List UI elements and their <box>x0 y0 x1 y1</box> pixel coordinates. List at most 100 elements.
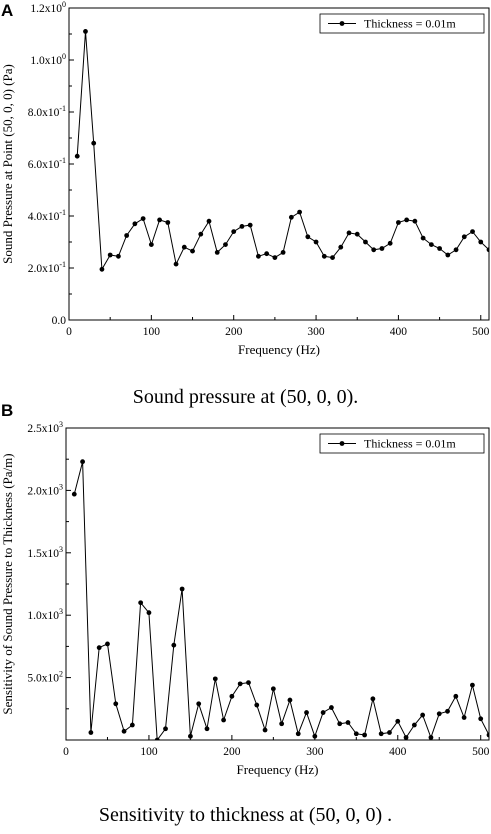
data-point <box>264 251 270 257</box>
caption-b-text: Sensitivity to thickness at <box>98 804 309 826</box>
data-point <box>173 261 179 267</box>
legend-marker <box>339 441 345 446</box>
data-point <box>345 720 351 725</box>
data-point <box>154 737 160 740</box>
y-tick-mantissa: 2.0x10 <box>28 263 60 275</box>
data-point <box>461 715 467 720</box>
data-point <box>411 722 417 728</box>
caption-a-math: (50, 0, 0). <box>279 386 359 408</box>
data-point <box>80 459 85 465</box>
y-tick-label: 1.5x103 <box>27 545 63 560</box>
data-point <box>105 641 110 647</box>
x-axis-title: Frequency (Hz) <box>237 762 319 777</box>
data-point <box>116 253 121 259</box>
y-tick-label: 8.0x10-1 <box>28 104 66 119</box>
data-point <box>262 727 268 733</box>
data-point <box>171 642 177 648</box>
data-point <box>163 726 168 732</box>
data-point <box>196 701 202 707</box>
data-point <box>71 491 77 497</box>
x-tick-label: 100 <box>143 326 161 338</box>
y-tick-mantissa: 1.0x10 <box>27 610 59 622</box>
x-tick-label: 300 <box>306 746 324 758</box>
data-point <box>132 221 138 227</box>
plot-frame <box>68 7 490 321</box>
x-tick-label: 0 <box>63 746 69 758</box>
data-point <box>148 242 154 248</box>
data-point <box>453 247 459 253</box>
y-tick-label: 2.0x10-1 <box>28 260 66 275</box>
data-point <box>363 239 368 245</box>
data-point <box>486 247 489 253</box>
data-point <box>428 242 434 248</box>
data-point <box>99 266 105 272</box>
y-tick-label: 1.2x100 <box>30 0 66 15</box>
data-point <box>254 702 260 708</box>
data-point <box>279 721 285 727</box>
y-tick-exponent: 2 <box>59 670 63 679</box>
data-point <box>379 246 385 251</box>
caption-a: Sound pressure at (50, 0, 0). <box>0 386 491 409</box>
data-point <box>338 244 344 250</box>
x-tick-label: 500 <box>472 326 490 338</box>
data-point <box>403 735 409 740</box>
y-tick-exponent: 0 <box>62 52 66 61</box>
legend-box <box>319 433 485 454</box>
data-point <box>420 235 426 241</box>
caption-a-text: Sound pressure at <box>132 386 280 408</box>
data-point <box>223 242 228 248</box>
data-point <box>190 248 195 254</box>
data-point <box>287 697 293 703</box>
x-tick-label: 400 <box>390 326 408 338</box>
x-axis-title: Frequency (Hz) <box>238 342 320 357</box>
data-point <box>91 140 97 146</box>
y-tick-exponent: -1 <box>59 104 66 113</box>
data-point <box>231 229 237 235</box>
y-tick-exponent: 3 <box>59 420 63 429</box>
x-tick-label: 500 <box>472 746 490 758</box>
data-point <box>445 708 450 714</box>
y-tick-label: 0.0 <box>52 315 67 327</box>
data-point <box>140 216 146 222</box>
y-tick-mantissa: 8.0x10 <box>28 107 60 119</box>
data-point <box>362 732 367 738</box>
data-point <box>204 726 210 732</box>
y-tick-exponent: 3 <box>59 607 63 616</box>
data-point <box>478 239 484 245</box>
data-point <box>256 253 261 259</box>
data-point <box>330 255 335 260</box>
series-group <box>74 29 489 272</box>
data-point <box>353 731 359 737</box>
data-point <box>221 717 226 723</box>
data-point <box>437 246 442 251</box>
legend-label: Thickness = 0.01m <box>364 17 456 31</box>
data-point <box>188 733 193 739</box>
data-point <box>329 705 334 710</box>
y-tick-label: 2.0x103 <box>27 482 63 497</box>
data-point <box>305 234 311 240</box>
y-tick-label: 1.0x100 <box>30 52 66 67</box>
y-tick-mantissa: 0.0 <box>52 315 67 327</box>
y-tick-exponent: 0 <box>62 0 66 9</box>
caption-b: Sensitivity to thickness at (50, 0, 0) . <box>0 804 491 827</box>
data-point <box>198 231 204 237</box>
y-tick-label: 5.0x102 <box>27 670 63 685</box>
y-tick-label: 1.0x103 <box>27 607 63 622</box>
x-tick-label: 0 <box>66 326 72 338</box>
series-line <box>73 461 489 740</box>
data-point <box>124 233 130 238</box>
y-tick-mantissa: 1.2x10 <box>30 3 62 15</box>
y-tick-label: 6.0x10-1 <box>28 156 66 171</box>
data-point <box>378 731 384 737</box>
data-point <box>157 217 162 223</box>
data-point <box>280 250 286 255</box>
data-point <box>212 676 218 682</box>
y-tick-mantissa: 5.0x10 <box>27 673 59 685</box>
data-point <box>113 701 119 707</box>
panel-b-label: B <box>1 401 13 420</box>
data-point <box>371 247 377 253</box>
y-tick-label: 4.0x10-1 <box>28 208 66 223</box>
data-point <box>412 218 418 224</box>
data-point <box>387 730 392 735</box>
data-point <box>395 718 401 724</box>
